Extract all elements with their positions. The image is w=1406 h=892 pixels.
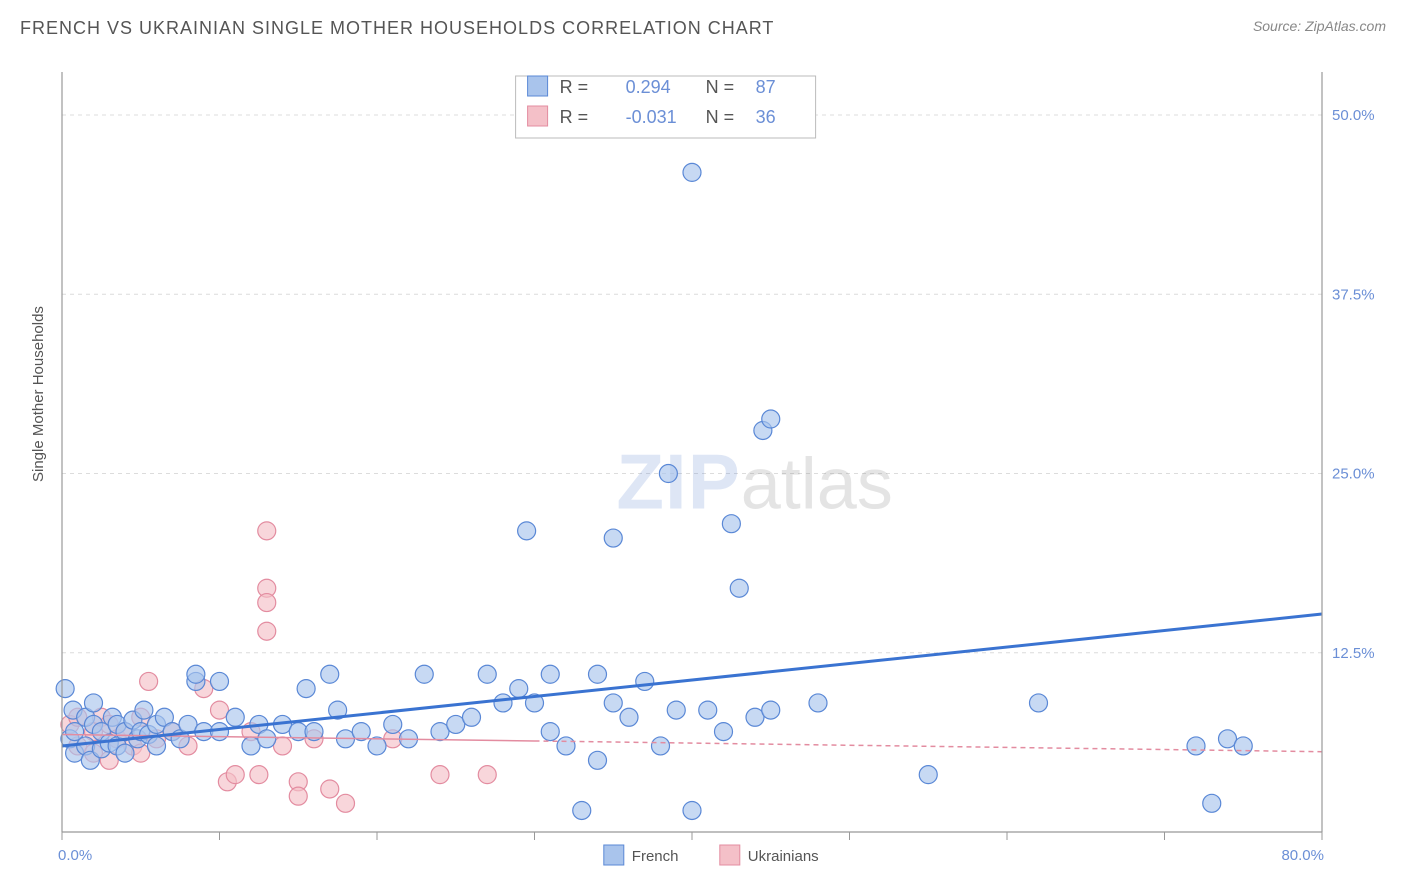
scatter-point — [604, 694, 622, 712]
series-label: Ukrainians — [748, 848, 819, 865]
y-tick-label: 25.0% — [1332, 466, 1375, 483]
scatter-point — [478, 766, 496, 784]
scatter-point — [541, 665, 559, 683]
scatter-point — [715, 723, 733, 741]
scatter-point — [463, 708, 481, 726]
scatter-point — [85, 694, 103, 712]
scatter-point — [683, 801, 701, 819]
scatter-point — [652, 737, 670, 755]
scatter-point — [1234, 737, 1252, 755]
chart-source: Source: ZipAtlas.com — [1253, 18, 1386, 34]
chart-header: FRENCH VS UKRAINIAN SINGLE MOTHER HOUSEH… — [0, 0, 1406, 39]
scatter-point — [135, 701, 153, 719]
scatter-point — [1187, 737, 1205, 755]
scatter-point — [541, 723, 559, 741]
scatter-point — [589, 665, 607, 683]
legend-r-label: R = — [560, 107, 589, 127]
scatter-point — [1030, 694, 1048, 712]
scatter-point — [573, 801, 591, 819]
scatter-point — [148, 737, 166, 755]
scatter-point — [250, 766, 268, 784]
scatter-point — [431, 766, 449, 784]
legend-r-label: R = — [560, 77, 589, 97]
scatter-point — [226, 766, 244, 784]
scatter-point — [258, 730, 276, 748]
x-origin-label: 0.0% — [58, 847, 92, 864]
chart-title: FRENCH VS UKRAINIAN SINGLE MOTHER HOUSEH… — [0, 0, 1406, 39]
legend-r-value: -0.031 — [626, 107, 677, 127]
chart-area: Single Mother Households ZIPatlas0.0%80.… — [42, 62, 1396, 870]
legend-swatch — [528, 76, 548, 96]
scatter-point — [321, 780, 339, 798]
legend-r-value: 0.294 — [626, 77, 671, 97]
legend-swatch — [528, 106, 548, 126]
scatter-point — [762, 701, 780, 719]
scatter-point — [762, 410, 780, 428]
scatter-point — [809, 694, 827, 712]
scatter-point — [258, 522, 276, 540]
scatter-point — [699, 701, 717, 719]
scatter-point — [730, 579, 748, 597]
scatter-point — [1203, 794, 1221, 812]
scatter-point — [116, 744, 134, 762]
scatter-point — [56, 680, 74, 698]
scatter-point — [258, 594, 276, 612]
watermark: ZIPatlas — [616, 438, 892, 526]
y-tick-label: 12.5% — [1332, 645, 1375, 662]
trendline-french — [62, 614, 1322, 746]
scatter-point — [494, 694, 512, 712]
scatter-point — [140, 672, 158, 690]
scatter-point — [604, 529, 622, 547]
legend-n-label: N = — [706, 107, 735, 127]
scatter-point — [211, 672, 229, 690]
scatter-point — [258, 622, 276, 640]
scatter-point — [478, 665, 496, 683]
legend-n-value: 87 — [756, 77, 776, 97]
legend-n-label: N = — [706, 77, 735, 97]
scatter-point — [636, 672, 654, 690]
scatter-point — [557, 737, 575, 755]
legend-n-value: 36 — [756, 107, 776, 127]
scatter-point — [683, 163, 701, 181]
series-swatch — [720, 845, 740, 865]
series-label: French — [632, 848, 679, 865]
scatter-point — [919, 766, 937, 784]
scatter-point — [659, 465, 677, 483]
scatter-point — [589, 751, 607, 769]
x-max-label: 80.0% — [1281, 847, 1324, 864]
series-swatch — [604, 845, 624, 865]
scatter-point — [510, 680, 528, 698]
y-tick-label: 50.0% — [1332, 107, 1375, 124]
scatter-point — [368, 737, 386, 755]
scatter-point — [289, 787, 307, 805]
scatter-point — [620, 708, 638, 726]
scatter-point — [384, 715, 402, 733]
scatter-point — [415, 665, 433, 683]
y-tick-label: 37.5% — [1332, 286, 1375, 303]
scatter-point — [337, 794, 355, 812]
scatter-point — [518, 522, 536, 540]
scatter-point — [187, 665, 205, 683]
scatter-point — [722, 515, 740, 533]
scatter-point — [297, 680, 315, 698]
y-axis-label: Single Mother Households — [30, 306, 47, 482]
scatter-chart: ZIPatlas 0.0% 80.0% 12.5% 25.0% 37.5% 50.0% R =… — [42, 62, 1396, 882]
scatter-point — [226, 708, 244, 726]
scatter-point — [321, 665, 339, 683]
scatter-point — [667, 701, 685, 719]
